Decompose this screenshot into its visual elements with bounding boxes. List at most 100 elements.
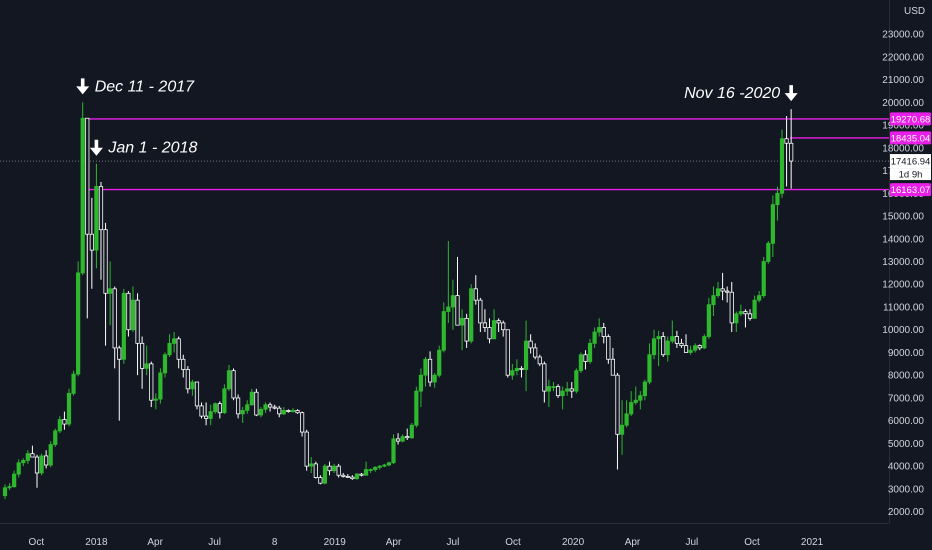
candle [592, 327, 597, 348]
down-arrow-icon [89, 139, 103, 156]
candle-body [208, 411, 213, 419]
price-axis-panel[interactable] [889, 0, 932, 523]
candle-body [313, 463, 318, 478]
candle-body [2, 487, 8, 497]
candle-body [761, 261, 766, 297]
candle-body [222, 388, 227, 414]
y-tick-label: 12000.00 [882, 280, 924, 291]
candle-body [12, 473, 17, 488]
candle [57, 416, 62, 434]
candle-body [747, 313, 753, 319]
candle-body [117, 347, 122, 360]
y-tick-label: 15000.00 [882, 212, 924, 223]
candle-body [455, 295, 460, 326]
candle [688, 345, 693, 355]
candle-body [85, 117, 90, 235]
y-tick-label: 11000.00 [883, 302, 924, 313]
level-price-tag [890, 112, 931, 126]
candle [606, 334, 611, 364]
candle [190, 379, 195, 396]
candle [386, 461, 392, 467]
candle [560, 386, 565, 410]
candle-body [231, 370, 236, 399]
candle [414, 386, 419, 428]
candle [149, 361, 154, 408]
current-price-label: 17416.94 [891, 157, 931, 168]
candle [683, 334, 689, 353]
candle-body [103, 229, 108, 294]
candle-body [25, 453, 30, 461]
candle [437, 345, 442, 378]
candle-body [615, 374, 620, 435]
candle [706, 297, 711, 339]
candle-body [386, 462, 392, 466]
candle [112, 286, 117, 369]
candle [277, 405, 282, 418]
x-tick-label: 2021 [801, 537, 824, 548]
candle [313, 461, 318, 479]
candle [587, 338, 593, 364]
level-price-label: 19270.68 [891, 114, 931, 125]
candle-body [94, 186, 99, 251]
candle [71, 370, 76, 396]
candle [98, 181, 104, 280]
candle [373, 466, 378, 472]
candle [638, 391, 643, 410]
candle-body [473, 288, 478, 301]
candle [441, 302, 446, 353]
candle [240, 407, 245, 423]
candle-body [258, 408, 264, 416]
candle [715, 281, 721, 298]
candle-body [363, 469, 369, 476]
candle-body [469, 288, 474, 342]
candle [693, 343, 698, 353]
candle [775, 186, 780, 221]
candle [25, 450, 30, 464]
x-tick-label: Oct [505, 537, 521, 548]
candle [290, 408, 296, 413]
candle-body [482, 322, 488, 328]
y-tick-label: 20000.00 [882, 98, 924, 109]
candle [89, 197, 94, 289]
candle [757, 291, 762, 303]
candle [167, 334, 172, 358]
candle [400, 434, 405, 443]
candle [679, 338, 684, 348]
candle-body [505, 329, 510, 376]
candle-body [272, 406, 277, 409]
candle [39, 453, 44, 476]
candle-body [204, 415, 209, 419]
candle [555, 384, 561, 398]
candle [734, 311, 739, 332]
candle [459, 309, 465, 351]
candle-body [190, 381, 195, 390]
candle [427, 351, 433, 387]
candle-body [752, 299, 757, 319]
level-price-tag [890, 131, 931, 145]
candle [48, 441, 53, 468]
x-tick-label: Jul [208, 537, 221, 548]
candle [647, 343, 652, 385]
candle-body [217, 403, 222, 414]
x-tick-label: 2018 [85, 537, 108, 548]
candle [222, 384, 227, 414]
candle-body [108, 288, 113, 294]
candle [135, 293, 140, 376]
candle [784, 115, 789, 187]
candle [140, 336, 145, 389]
candle-body [199, 405, 204, 417]
candle-body [181, 358, 186, 370]
candle-body [39, 455, 44, 474]
time-axis[interactable]: Oct 2018 Apr Jul 8 2019 Apr Jul Oct 2020 Apr Jul Oct… [29, 537, 824, 548]
candle-body [254, 391, 259, 416]
candle [245, 400, 250, 414]
candle [272, 404, 277, 410]
candle-body [226, 370, 232, 390]
candle-body [34, 456, 40, 474]
candle [720, 272, 725, 301]
candle [94, 163, 99, 269]
candle-body [112, 288, 117, 349]
candle [409, 422, 414, 439]
